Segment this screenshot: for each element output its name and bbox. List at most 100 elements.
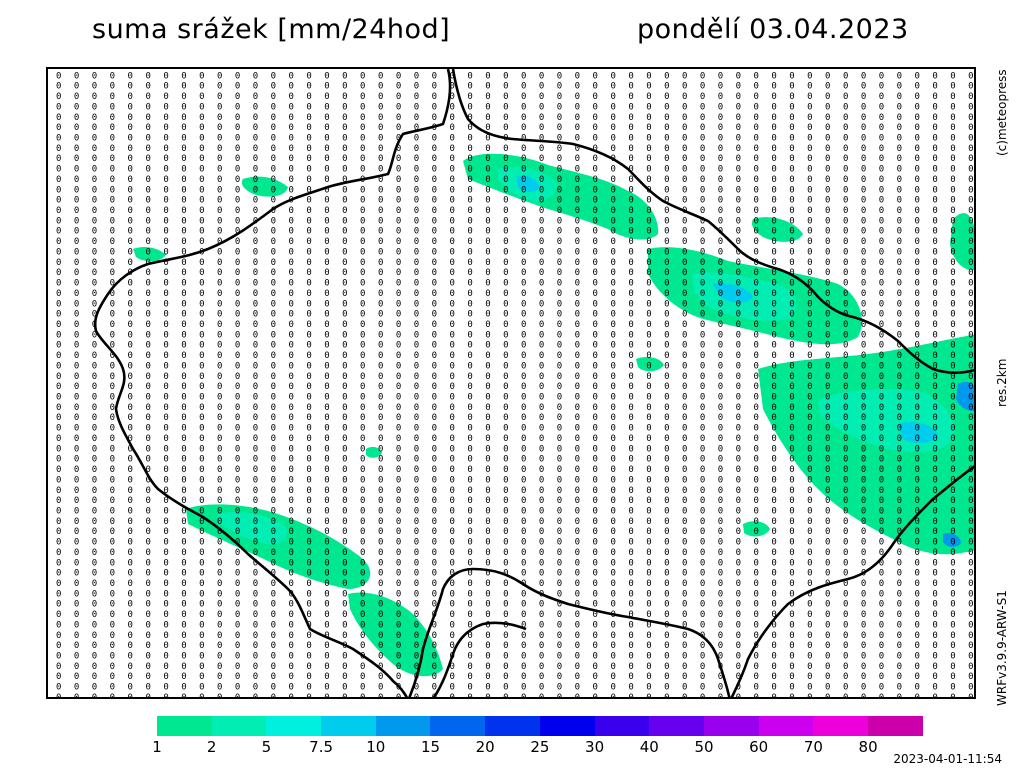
grid-value: 0 <box>306 258 311 268</box>
grid-value: 0 <box>271 268 276 278</box>
grid-value: 0 <box>807 123 812 133</box>
grid-value: 0 <box>485 206 490 216</box>
grid-value: 0 <box>593 258 598 268</box>
grid-value: 0 <box>843 672 848 682</box>
grid-value: 0 <box>879 413 884 423</box>
grid-value: 0 <box>199 206 204 216</box>
grid-value: 0 <box>897 683 902 693</box>
grid-value: 0 <box>145 558 150 568</box>
grid-value: 0 <box>181 393 186 403</box>
grid-value: 0 <box>593 310 598 320</box>
grid-value: 0 <box>74 393 79 403</box>
grid-value: 0 <box>74 434 79 444</box>
grid-value: 0 <box>163 610 168 620</box>
grid-value: 0 <box>914 631 919 641</box>
grid-value: 0 <box>682 393 687 403</box>
grid-value: 0 <box>682 413 687 423</box>
grid-value: 0 <box>700 154 705 164</box>
grid-value: 0 <box>718 631 723 641</box>
grid-value: 0 <box>289 569 294 579</box>
grid-value: 0 <box>271 610 276 620</box>
grid-value: 0 <box>521 538 526 548</box>
grid-value: 0 <box>289 382 294 392</box>
grid-value: 0 <box>593 82 598 92</box>
grid-value: 0 <box>271 444 276 454</box>
grid-value: 0 <box>163 237 168 247</box>
grid-value: 0 <box>485 496 490 506</box>
grid-value: 0 <box>235 486 240 496</box>
grid-value: 0 <box>754 569 759 579</box>
grid-value: 0 <box>718 652 723 662</box>
grid-value: 0 <box>807 310 812 320</box>
grid-value: 0 <box>414 310 419 320</box>
grid-value: 0 <box>324 496 329 506</box>
grid-value: 0 <box>628 185 633 195</box>
grid-value: 0 <box>432 455 437 465</box>
grid-value: 0 <box>235 683 240 693</box>
grid-value: 0 <box>503 144 508 154</box>
grid-value: 0 <box>593 600 598 610</box>
grid-value: 0 <box>646 506 651 516</box>
grid-value: 0 <box>861 71 866 81</box>
grid-value: 0 <box>396 258 401 268</box>
grid-value: 0 <box>324 579 329 589</box>
grid-value: 0 <box>110 506 115 516</box>
grid-value: 0 <box>950 527 955 537</box>
grid-value: 0 <box>181 506 186 516</box>
grid-value: 0 <box>432 631 437 641</box>
grid-value: 0 <box>807 165 812 175</box>
grid-value: 0 <box>485 610 490 620</box>
grid-value: 0 <box>396 662 401 672</box>
grid-value: 0 <box>145 154 150 164</box>
grid-value: 0 <box>771 641 776 651</box>
grid-value: 0 <box>664 341 669 351</box>
precip-area-east-top <box>950 213 974 271</box>
grid-value: 0 <box>253 486 258 496</box>
grid-value: 0 <box>825 672 830 682</box>
grid-value: 0 <box>56 382 61 392</box>
grid-value: 0 <box>736 693 741 699</box>
grid-value: 0 <box>593 403 598 413</box>
grid-value: 0 <box>700 289 705 299</box>
grid-value: 0 <box>843 548 848 558</box>
grid-value: 0 <box>181 227 186 237</box>
grid-value: 0 <box>879 652 884 662</box>
grid-value: 0 <box>771 600 776 610</box>
grid-value: 0 <box>575 424 580 434</box>
grid-value: 0 <box>610 413 615 423</box>
grid-value: 0 <box>521 165 526 175</box>
grid-value: 0 <box>682 475 687 485</box>
grid-value: 0 <box>664 258 669 268</box>
grid-value: 0 <box>92 71 97 81</box>
grid-value: 0 <box>449 631 454 641</box>
grid-value: 0 <box>181 620 186 630</box>
grid-value: 0 <box>682 683 687 693</box>
grid-value: 0 <box>771 569 776 579</box>
grid-value: 0 <box>145 424 150 434</box>
grid-value: 0 <box>539 434 544 444</box>
grid-value: 0 <box>718 496 723 506</box>
grid-value: 0 <box>700 102 705 112</box>
grid-value: 0 <box>646 434 651 444</box>
precipitation-map: 0 0 0 0 0 0 0 0 0 0 0 0 0 0 0 0 0 0 0 0 0 0 0 0 0 0 0 0 0 0 0 0 0 0 0 0 0 0 0 0… <box>46 67 976 699</box>
grid-value: 0 <box>342 600 347 610</box>
grid-value: 0 <box>932 393 937 403</box>
grid-value: 0 <box>771 486 776 496</box>
grid-value: 0 <box>575 620 580 630</box>
grid-value: 0 <box>950 589 955 599</box>
grid-value: 0 <box>163 579 168 589</box>
grid-value: 0 <box>682 527 687 537</box>
grid-value: 0 <box>807 641 812 651</box>
grid-value: 0 <box>771 538 776 548</box>
grid-value: 0 <box>754 320 759 330</box>
grid-value: 0 <box>110 662 115 672</box>
grid-value: 0 <box>771 589 776 599</box>
grid-value: 0 <box>950 382 955 392</box>
grid-value: 0 <box>825 185 830 195</box>
grid-value: 0 <box>306 589 311 599</box>
grid-value: 0 <box>664 289 669 299</box>
grid-value: 0 <box>324 247 329 257</box>
grid-value: 0 <box>789 610 794 620</box>
grid-value: 0 <box>503 424 508 434</box>
grid-value: 0 <box>575 82 580 92</box>
